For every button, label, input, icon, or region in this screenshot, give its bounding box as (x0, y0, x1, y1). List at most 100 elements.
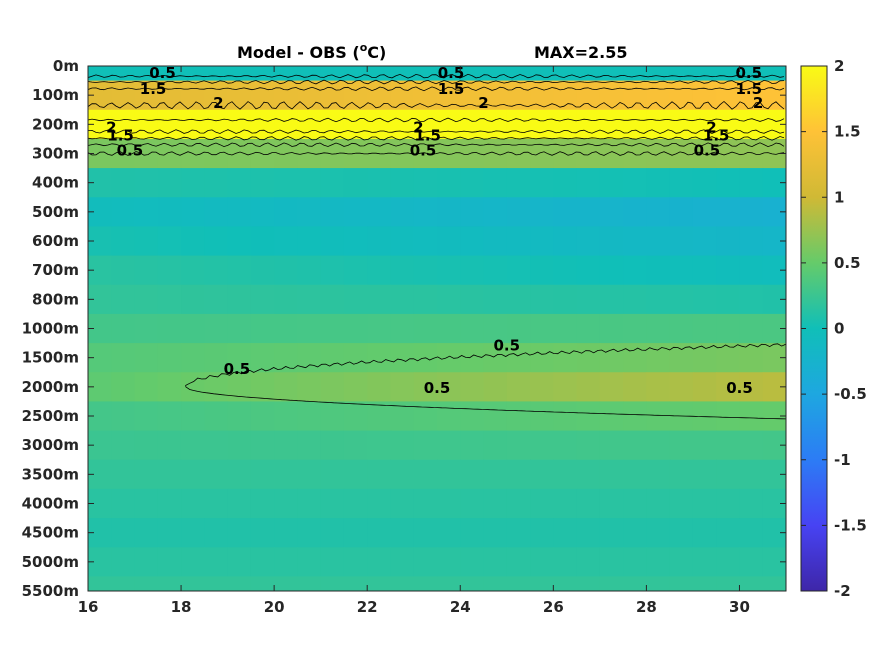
heatmap-cell (134, 313, 159, 344)
heatmap-cell (320, 226, 345, 257)
heatmap-cell (343, 459, 368, 490)
heatmap-cell (390, 197, 415, 228)
heatmap-cell (483, 168, 508, 198)
heatmap-cell (111, 372, 136, 403)
heatmap-cell (111, 401, 136, 432)
heatmap-cell (530, 197, 554, 228)
heatmap-cell (530, 109, 554, 140)
heatmap-cell (204, 109, 229, 140)
heatmap-cell (134, 138, 159, 169)
heatmap-cell (646, 488, 671, 519)
contour-label: 0.5 (149, 64, 176, 82)
heatmap-cell (413, 401, 438, 432)
heatmap-cell (530, 66, 554, 82)
heatmap-area (88, 66, 786, 591)
heatmap-cell (646, 168, 671, 198)
heatmap-cell (227, 226, 252, 257)
heatmap-cell (460, 518, 485, 548)
heatmap-cell (274, 343, 298, 373)
heatmap-cell (413, 576, 438, 591)
heatmap-cell (181, 80, 205, 111)
heatmap-cell (599, 226, 624, 257)
heatmap-cell (483, 255, 508, 286)
heatmap-cell (297, 168, 322, 198)
chart-title: Model - OBS (oC) (237, 41, 386, 62)
heatmap-cell (576, 459, 601, 490)
contour-line (88, 151, 785, 156)
heatmap-cell (460, 109, 485, 140)
colorbar-tick-label: 1.5 (834, 123, 861, 141)
heatmap-cell (483, 226, 508, 257)
heatmap-cell (320, 197, 345, 228)
heatmap-cell (483, 284, 508, 315)
heatmap-cell (739, 284, 764, 315)
heatmap-cell (181, 284, 205, 315)
heatmap-cell (390, 80, 415, 111)
heatmap-cell (553, 547, 578, 578)
heatmap-cell (716, 401, 741, 432)
heatmap-cell (111, 66, 136, 82)
heatmap-cell (623, 313, 647, 344)
heatmap-cell (669, 372, 694, 403)
heatmap-cell (716, 576, 741, 591)
heatmap-cell (204, 197, 229, 228)
heatmap-cell (576, 430, 601, 461)
heatmap-cell (530, 401, 554, 432)
heatmap-cell (250, 488, 275, 519)
contour-lines (88, 73, 786, 420)
contour-label: 0.5 (224, 360, 251, 378)
heatmap-cell (88, 66, 112, 82)
heatmap-cell (157, 284, 182, 315)
heatmap-cell (716, 109, 741, 140)
heatmap-cell (646, 547, 671, 578)
heatmap-cell (576, 576, 601, 591)
x-tick-label: 16 (78, 598, 99, 616)
heatmap-cell (413, 372, 438, 403)
heatmap-cell (320, 284, 345, 315)
colorbar-tick-label: 0 (834, 320, 844, 338)
heatmap-cell (157, 138, 182, 169)
heatmap-cell (623, 80, 647, 111)
heatmap-cell (460, 430, 485, 461)
heatmap-cell (460, 284, 485, 315)
heatmap-cell (437, 80, 461, 111)
heatmap-cell (506, 197, 531, 228)
heatmap-cell (274, 430, 298, 461)
heatmap-cell (204, 168, 229, 198)
heatmap-cell (553, 430, 578, 461)
heatmap-cell (390, 518, 415, 548)
heatmap-cell (576, 109, 601, 140)
heatmap-cell (506, 168, 531, 198)
heatmap-cell (599, 138, 624, 169)
heatmap-cell (320, 255, 345, 286)
heatmap-cell (157, 255, 182, 286)
y-tick-label: 800m (32, 290, 79, 308)
heatmap-cell (762, 226, 786, 257)
contour-line (88, 100, 785, 110)
heatmap-cell (297, 284, 322, 315)
heatmap-cell (157, 576, 182, 591)
heatmap-cell (599, 80, 624, 111)
heatmap-cell (390, 255, 415, 286)
heatmap-cell (413, 547, 438, 578)
heatmap-cell (646, 576, 671, 591)
heatmap-cell (599, 401, 624, 432)
heatmap-cell (483, 576, 508, 591)
heatmap-cell (204, 459, 229, 490)
heatmap-cell (320, 343, 345, 373)
heatmap-cell (88, 488, 112, 519)
heatmap-cell (181, 168, 205, 198)
contour-label: 2 (478, 94, 488, 112)
x-tick-label: 18 (171, 598, 192, 616)
heatmap-cell (483, 343, 508, 373)
heatmap-cell (250, 518, 275, 548)
heatmap-cell (460, 343, 485, 373)
contour-label: 2 (213, 94, 223, 112)
heatmap-cell (250, 430, 275, 461)
heatmap-cell (181, 401, 205, 432)
heatmap-cell (343, 197, 368, 228)
heatmap-cell (576, 168, 601, 198)
heatmap-cell (227, 138, 252, 169)
heatmap-cell (367, 430, 392, 461)
colorbar-tick-label: 0.5 (834, 254, 861, 272)
